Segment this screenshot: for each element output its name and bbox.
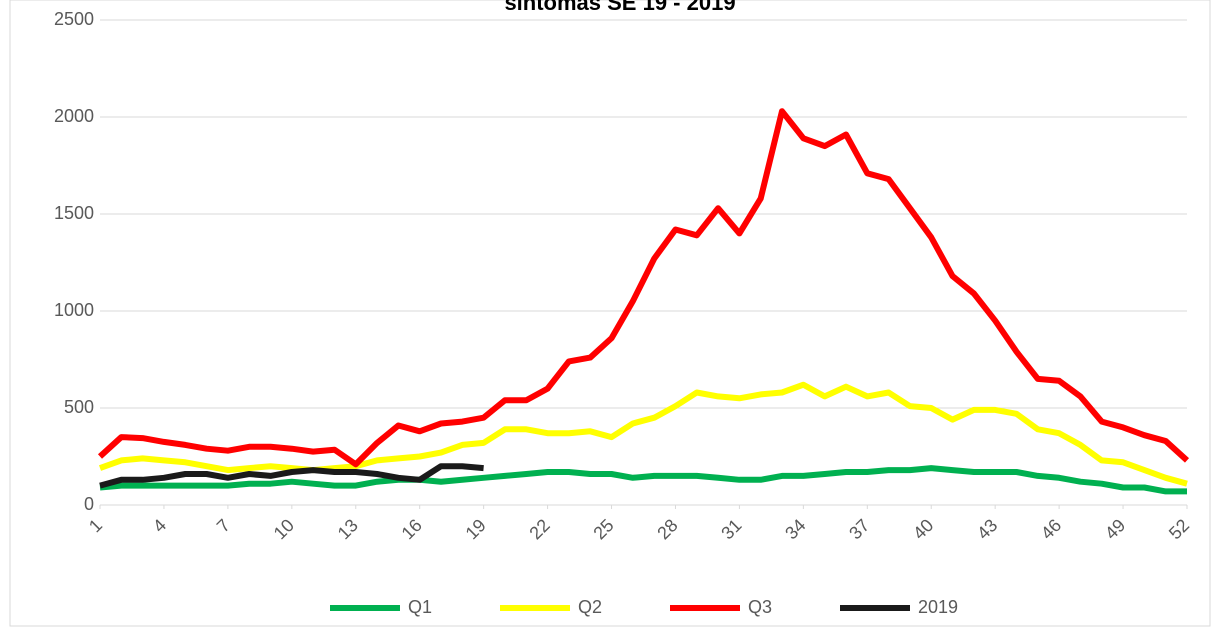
legend-label: Q3 — [748, 597, 772, 617]
y-tick-label: 2500 — [54, 9, 94, 29]
y-tick-label: 0 — [84, 494, 94, 514]
y-tick-label: 500 — [64, 397, 94, 417]
y-tick-label: 2000 — [54, 106, 94, 126]
legend-label: Q2 — [578, 597, 602, 617]
series-line — [98, 381, 1188, 487]
series-line — [99, 463, 484, 489]
y-tick-label: 1000 — [54, 300, 94, 320]
chart-title: sintomas SE 19 - 2019 — [504, 0, 735, 15]
legend-label: 2019 — [918, 597, 958, 617]
legend-label: Q1 — [408, 597, 432, 617]
series-line — [97, 108, 1190, 468]
series-line — [99, 465, 1187, 495]
y-tick-label: 1500 — [54, 203, 94, 223]
chart-frame — [9, 0, 1211, 627]
